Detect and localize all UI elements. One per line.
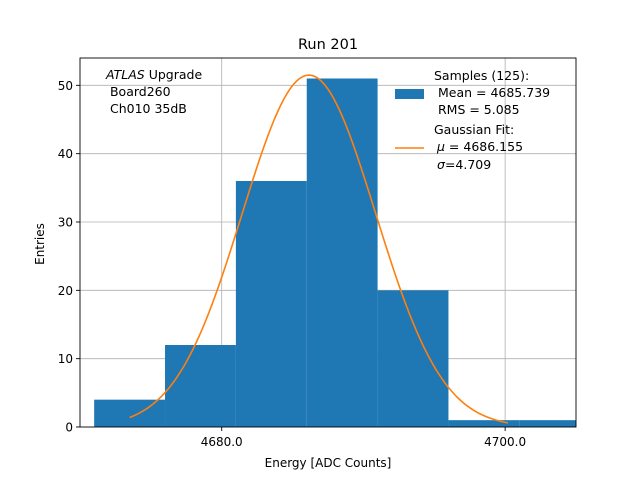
sigma-symbol: σ bbox=[437, 157, 446, 172]
legend: Samples (125): Mean = 4685.739 RMS = 5.0… bbox=[395, 68, 550, 172]
legend-fit-title: Gaussian Fit: bbox=[434, 122, 514, 137]
y-tick-label: 20 bbox=[58, 284, 73, 298]
legend-samples-mean: Mean = 4685.739 bbox=[434, 85, 550, 100]
legend-fit-sigma: σ=4.709 bbox=[437, 157, 491, 172]
svg-text:ATLAS Upgrade: ATLAS Upgrade bbox=[105, 67, 202, 82]
y-tick-label: 50 bbox=[58, 79, 73, 93]
y-tick-label: 40 bbox=[58, 147, 73, 161]
sigma-value: =4.709 bbox=[445, 157, 491, 172]
x-tick-label: 4700.0 bbox=[484, 435, 526, 449]
x-tick-label: 4680.0 bbox=[201, 435, 243, 449]
chart-title: Run 201 bbox=[298, 37, 358, 53]
y-tick-label: 10 bbox=[58, 352, 73, 366]
legend-samples-title: Samples (125): bbox=[434, 68, 529, 83]
y-tick-label: 0 bbox=[65, 421, 73, 435]
histogram-bar bbox=[165, 345, 236, 427]
legend-fit-mu: μ = 4686.155 bbox=[436, 139, 523, 154]
gaussian-fit-curve bbox=[129, 74, 509, 424]
atlas-annotation: ATLAS Upgrade Board260 Ch010 35dB bbox=[105, 67, 202, 116]
y-tick-label: 30 bbox=[58, 216, 73, 230]
axes-frame bbox=[79, 57, 577, 428]
upgrade-label: Upgrade bbox=[145, 67, 203, 82]
histogram-bar bbox=[306, 78, 378, 427]
atlas-label: ATLAS bbox=[105, 67, 145, 82]
mu-symbol: μ bbox=[436, 139, 445, 154]
axis-ticks: 0 10 20 30 40 50 4680.0 4700.0 bbox=[58, 79, 526, 449]
mu-value: = 4686.155 bbox=[445, 139, 523, 154]
board-label: Board260 bbox=[106, 84, 171, 99]
histogram-bar bbox=[377, 290, 449, 427]
x-axis-label: Energy [ADC Counts] bbox=[265, 456, 392, 470]
channel-label: Ch010 35dB bbox=[106, 101, 187, 116]
histogram-bar bbox=[519, 420, 576, 427]
y-axis-label: Entries bbox=[33, 223, 47, 265]
histogram-bars bbox=[94, 78, 576, 427]
legend-histogram-swatch bbox=[395, 89, 424, 99]
histogram-bar bbox=[235, 181, 307, 427]
histogram-bar bbox=[448, 420, 520, 427]
legend-samples-rms: RMS = 5.085 bbox=[434, 102, 520, 117]
